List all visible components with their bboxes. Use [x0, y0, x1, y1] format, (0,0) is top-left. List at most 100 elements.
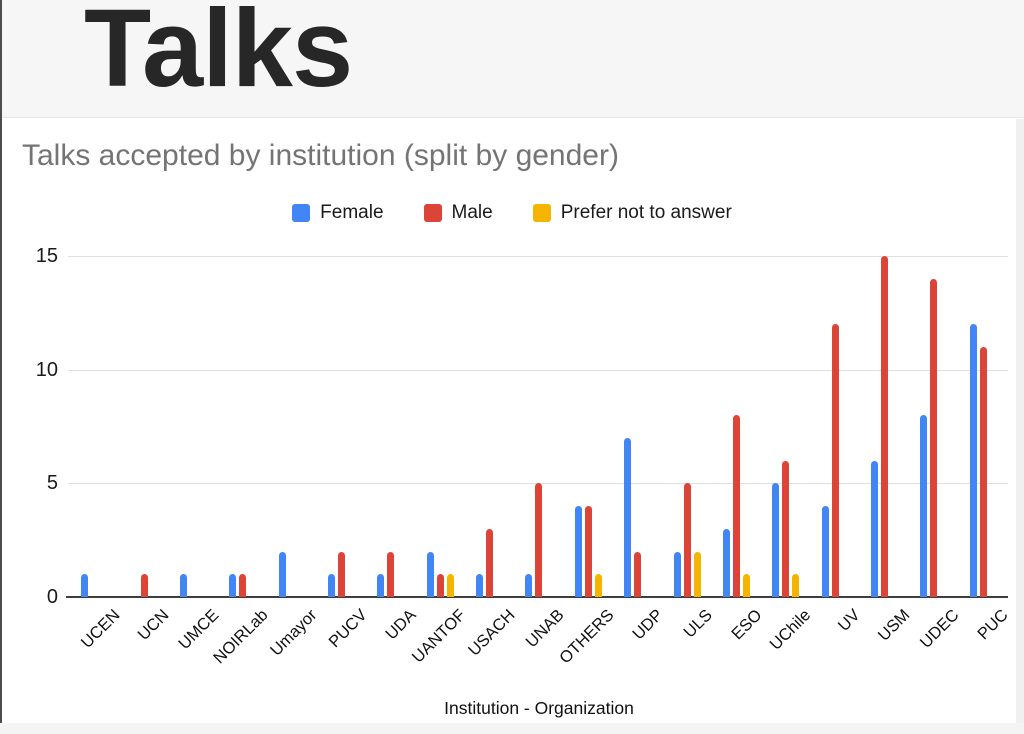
- bar-slot: [525, 574, 533, 597]
- bar-UDA-female: [377, 574, 385, 597]
- bar-slot: [969, 324, 977, 597]
- bar-slot: [792, 574, 800, 597]
- bar-UChile-male: [782, 460, 790, 597]
- bar-group-UANTOF: UANTOF: [409, 256, 469, 666]
- bar-slot: [881, 256, 889, 597]
- bar-slot: [920, 415, 928, 597]
- bar-slot: [831, 324, 839, 597]
- bar-group-UMCE: UMCE: [169, 256, 222, 653]
- bar-ULS-male: [683, 483, 691, 597]
- bar-NOIRLab-male: [239, 574, 247, 597]
- y-tick-label-15: 15: [35, 245, 58, 267]
- bar-PUC-male: [979, 346, 987, 597]
- legend-item-1: Male: [423, 202, 493, 224]
- x-axis-line: [66, 596, 1008, 598]
- bar-USACH-male: [486, 528, 494, 597]
- bar-slot: [693, 551, 701, 597]
- slide-header: Talks: [0, 0, 1024, 118]
- y-tick-label-0: 0: [46, 586, 58, 608]
- bar-group-PUCV: PUCV: [317, 256, 370, 651]
- bar-slot: [722, 528, 730, 597]
- bar-UANTOF-male: [436, 574, 444, 597]
- bar-slot: [574, 506, 582, 597]
- legend-item-0: Female: [292, 202, 384, 224]
- bar-slot: [535, 483, 543, 597]
- bar-slot: [584, 506, 592, 597]
- bar-slot: [732, 415, 740, 597]
- bar-USACH-female: [476, 574, 484, 597]
- bar-UDP-male: [634, 551, 642, 597]
- bar-ESO-female: [722, 528, 730, 597]
- bar-UCEN-female: [81, 574, 89, 597]
- bar-slot: [486, 528, 494, 597]
- bar-OTHERS-female: [574, 506, 582, 597]
- bar-PUC-female: [969, 324, 977, 597]
- bar-UDA-male: [387, 551, 395, 597]
- bar-UV-male: [831, 324, 839, 597]
- bar-group-Umayor: Umayor: [267, 256, 321, 660]
- window-left-edge: [0, 0, 2, 734]
- legend-label: Male: [451, 202, 493, 223]
- bar-group-NOIRLab: NOIRLab: [210, 256, 272, 667]
- bar-UANTOF-prefer-not-to-answer: [446, 574, 454, 597]
- bar-slot: [782, 460, 790, 597]
- bar-group-USM: USM: [860, 256, 913, 645]
- bar-PUCV-female: [328, 574, 335, 597]
- bar-slot: [426, 551, 434, 597]
- bar-slot: [624, 437, 632, 597]
- bar-slot: [328, 574, 335, 597]
- bar-slot: [634, 551, 642, 597]
- chart-legend: Female Male Prefer not to answer: [0, 201, 1024, 225]
- bar-UChile-female: [772, 483, 780, 597]
- bar-slot: [81, 574, 89, 597]
- bar-slot: [871, 460, 879, 597]
- bar-UV-female: [821, 506, 829, 597]
- bar-UCN-male: [140, 574, 148, 597]
- bar-ULS-prefer-not-to-answer: [693, 551, 701, 597]
- bar-group-UCN: UCN: [119, 256, 173, 644]
- bar-group-UDEC: UDEC: [909, 256, 963, 652]
- window-bottom-edge: [0, 723, 1024, 734]
- x-axis-title: Institution - Organization: [444, 698, 634, 718]
- bar-slot: [278, 551, 286, 597]
- bar-group-USACH: USACH: [465, 256, 518, 660]
- bar-USM-male: [881, 256, 889, 597]
- bar-slot: [140, 574, 148, 597]
- chart-title: Talks accepted by institution (split by …: [22, 139, 619, 172]
- gridline-10: [68, 369, 1008, 371]
- bar-group-OTHERS: OTHERS: [556, 256, 617, 667]
- bar-group-UNAB: UNAB: [514, 256, 568, 651]
- bar-slot: [673, 551, 681, 597]
- bar-group-UDP: UDP: [613, 256, 666, 643]
- bar-slot: [338, 551, 345, 597]
- bar-slot: [377, 574, 385, 597]
- bar-NOIRLab-female: [229, 574, 237, 597]
- bar-UNAB-female: [525, 574, 533, 597]
- bar-group-UCEN: UCEN: [70, 256, 123, 652]
- bar-UANTOF-female: [426, 551, 434, 597]
- bar-OTHERS-male: [584, 506, 592, 597]
- bar-slot: [979, 346, 987, 597]
- bar-slot: [446, 574, 454, 597]
- bar-UMCE-female: [179, 574, 187, 597]
- bar-UChile-prefer-not-to-answer: [792, 574, 800, 597]
- bar-slot: [742, 574, 750, 597]
- bar-group-UDA: UDA: [366, 256, 420, 643]
- legend-swatch-icon: [423, 204, 442, 222]
- bar-slot: [239, 574, 247, 597]
- legend-label: Prefer not to answer: [560, 202, 732, 223]
- bar-ESO-male: [732, 415, 740, 597]
- gridline-15: [68, 256, 1008, 257]
- legend-swatch-icon: [292, 204, 311, 222]
- bar-slot: [229, 574, 237, 597]
- y-tick-label-5: 5: [46, 472, 58, 495]
- bar-slot: [436, 574, 444, 597]
- bar-UNAB-male: [535, 483, 543, 597]
- bar-ULS-female: [673, 551, 681, 597]
- bar-OTHERS-prefer-not-to-answer: [594, 574, 602, 597]
- bar-slot: [930, 278, 938, 597]
- legend-swatch-icon: [532, 204, 551, 222]
- bar-slot: [387, 551, 395, 597]
- bar-USM-female: [871, 460, 879, 597]
